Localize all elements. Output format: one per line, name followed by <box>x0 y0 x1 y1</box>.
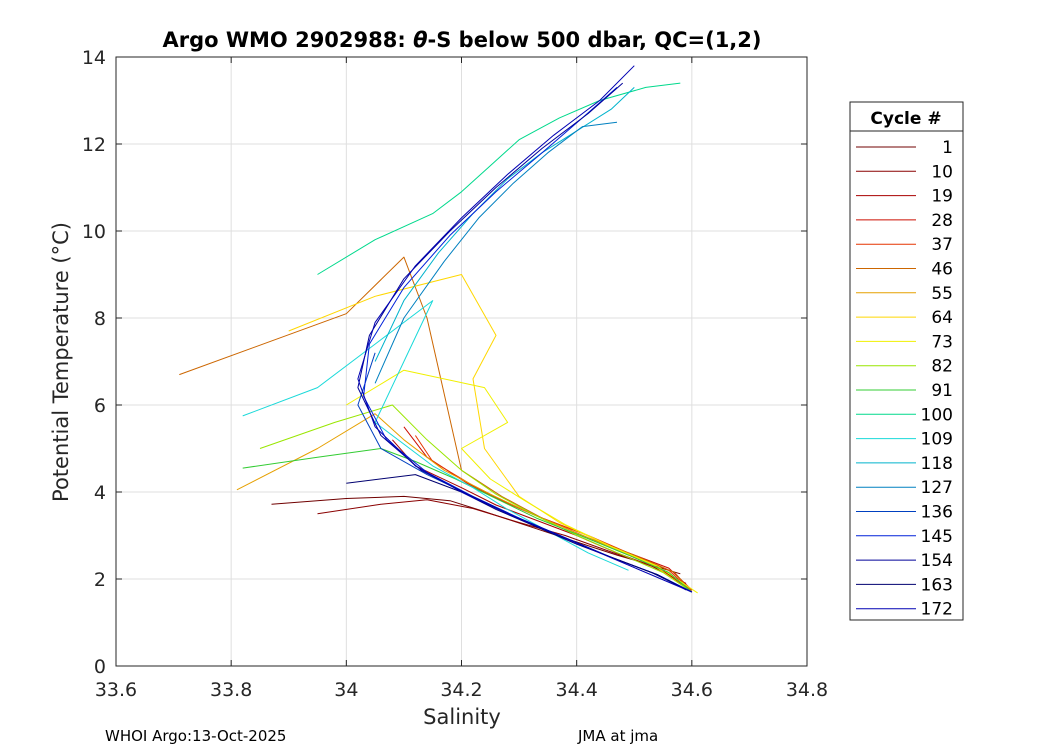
legend-label-127: 127 <box>921 478 953 498</box>
series-line-cycle-163 <box>346 474 687 591</box>
y-tick-label: 10 <box>82 221 106 243</box>
y-tick-label: 2 <box>94 569 106 591</box>
legend-title: Cycle # <box>870 109 941 129</box>
legend-entries: 1 10 19 28 37 46 55 64 73 82 91 100 109 118 127 136 145 1… <box>856 138 953 620</box>
legend-label-19: 19 <box>931 187 953 207</box>
legend-label-1: 1 <box>942 138 953 158</box>
chart-title: Argo WMO 2902988: θ-S below 500 dbar, QC… <box>162 28 761 52</box>
series-line-cycle-19 <box>392 439 693 593</box>
legend-label-37: 37 <box>931 235 953 255</box>
y-tick-label: 8 <box>94 308 106 330</box>
legend: Cycle # 1 10 19 28 37 46 55 64 73 82 91 100 109 118 12… <box>849 101 964 621</box>
legend-label-91: 91 <box>931 381 953 401</box>
legend-label-154: 154 <box>921 551 953 571</box>
chart-title-prefix: Argo WMO 2902988: <box>162 28 413 52</box>
x-tick-label: 34.2 <box>440 679 482 701</box>
x-axis-label: Salinity <box>423 705 501 729</box>
legend-label-100: 100 <box>921 405 953 425</box>
series-lines <box>179 65 698 594</box>
y-tick-label: 0 <box>94 656 106 678</box>
legend-label-163: 163 <box>921 575 953 595</box>
x-tick-label: 33.8 <box>210 679 252 701</box>
legend-label-82: 82 <box>931 357 953 377</box>
axis-ticks: 33.6 33.8 34 34.2 34.4 34.6 34.8 0 2 4 6 8 10 12 14 <box>82 47 828 701</box>
x-tick-label: 34.4 <box>556 679 598 701</box>
x-tick-label: 34 <box>334 679 358 701</box>
x-tick-label: 34.8 <box>786 679 828 701</box>
y-tick-label: 6 <box>94 395 106 417</box>
series-line-cycle-100 <box>317 82 681 275</box>
y-tick-label: 12 <box>82 134 106 156</box>
series-line-cycle-46 <box>179 256 693 593</box>
legend-label-118: 118 <box>921 454 953 474</box>
legend-label-55: 55 <box>931 284 953 304</box>
chart-title-suffix: -S below 500 dbar, QC=(1,2) <box>428 28 762 52</box>
y-axis-label: Potential Temperature (°C) <box>49 222 73 502</box>
legend-label-73: 73 <box>931 332 953 352</box>
footer-left: WHOI Argo:13-Oct-2025 <box>105 727 286 745</box>
series-line-cycle-127 <box>374 121 618 384</box>
legend-box <box>849 101 964 621</box>
x-tick-label: 34.6 <box>671 679 713 701</box>
series-line-cycle-73 <box>346 369 698 594</box>
legend-label-109: 109 <box>921 430 953 450</box>
series-line-cycle-172 <box>357 65 692 593</box>
series-line-cycle-118 <box>374 87 635 362</box>
legend-label-145: 145 <box>921 527 953 547</box>
y-tick-label: 4 <box>94 482 106 504</box>
legend-label-10: 10 <box>931 162 953 182</box>
series-line-cycle-91 <box>242 448 693 593</box>
chart-title-theta: θ <box>413 28 427 52</box>
x-tick-label: 33.6 <box>95 679 137 701</box>
legend-label-28: 28 <box>931 211 953 231</box>
y-tick-label: 14 <box>82 47 106 69</box>
legend-label-46: 46 <box>931 260 953 280</box>
legend-label-172: 172 <box>921 600 953 620</box>
legend-label-136: 136 <box>921 503 953 523</box>
legend-label-64: 64 <box>931 308 953 328</box>
grid-lines <box>116 57 807 666</box>
footer-right: JMA at jma <box>577 727 658 745</box>
series-line-cycle-82 <box>259 404 693 593</box>
